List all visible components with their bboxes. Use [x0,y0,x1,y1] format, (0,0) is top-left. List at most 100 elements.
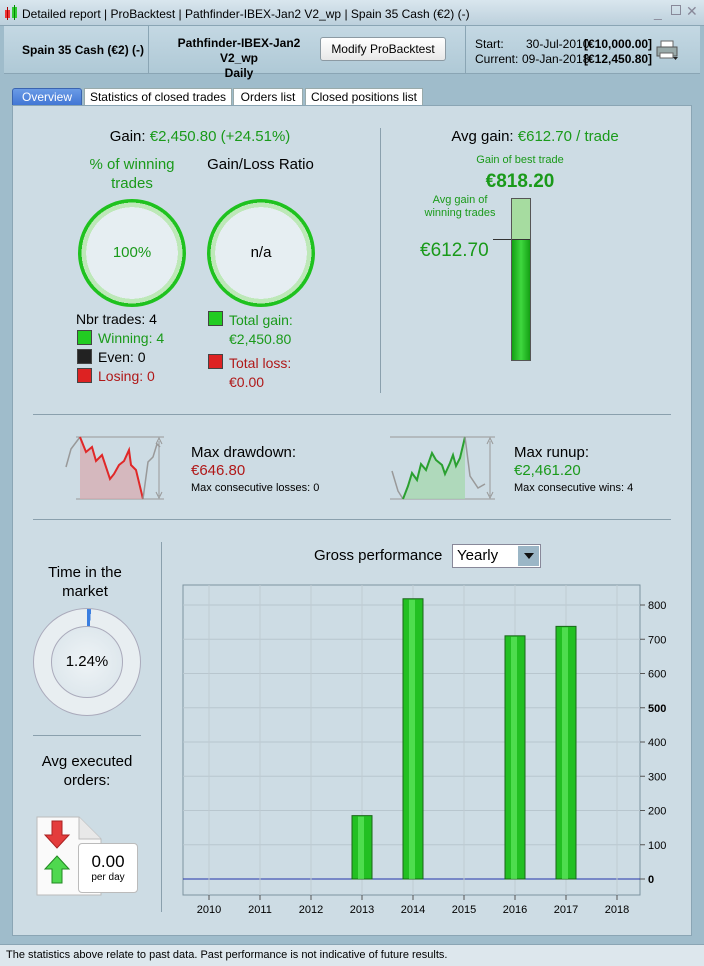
divider [465,26,466,74]
time-in-market-value: 1.24% [65,653,109,670]
tab-statistics-closed-trades[interactable]: Statistics of closed trades [84,88,232,106]
minimize-button[interactable]: _ [654,4,662,20]
tab-orders-list[interactable]: Orders list [233,88,303,106]
chevron-down-icon[interactable] [518,546,539,566]
app-logo-icon [5,5,17,20]
divider [148,26,149,74]
avg-winning-value: €612.70 [420,240,489,261]
divider [33,414,671,415]
even-swatch [77,349,92,364]
divider [33,519,671,520]
gain-value: €2,450.80 (+24.51%) [149,128,291,145]
tab-closed-positions-list[interactable]: Closed positions list [305,88,423,106]
title-part: Detailed report [22,7,101,21]
losing-count: Losing: 0 [98,368,155,384]
total-gain-label: Total gain: [229,312,293,328]
y-tick-label: 800 [648,600,666,612]
total-gain-value: €2,450.80 [229,331,292,347]
x-tick-label: 2010 [197,904,221,916]
max-drawdown-value: €646.80 [191,462,246,479]
strategy-info: Pathfinder-IBEX-Jan2 V2_wp Daily [160,36,318,81]
avg-gain-fill [512,239,530,360]
avg-gain-label: Avg gain: [451,128,514,145]
max-consecutive-wins: Max consecutive wins: 4 [514,482,634,494]
maximize-button[interactable] [671,5,681,15]
x-tick-label: 2014 [401,904,425,916]
winning-trades-title: % of winning trades [89,156,175,192]
tab-overview[interactable]: Overview [12,88,82,106]
avg-gain-value: €612.70 / trade [517,128,619,145]
y-tick-label: 700 [648,634,666,646]
x-tick-label: 2017 [554,904,578,916]
period-select[interactable]: Yearly [452,544,541,568]
pointer-arrow-icon [493,239,511,240]
orders-value: 0.00 [91,852,125,871]
window-title: Detailed report | ProBacktest | Pathfind… [22,7,470,21]
best-trade-value: €818.20 [485,171,555,192]
gain-label: Gain: [109,128,146,145]
gross-performance-chart: 0 100 200 300 400 500 600 700 800 2010 2011 2012 201… [182,584,666,916]
current-date: 09-Jan-2018 [522,52,590,66]
disclaimer-footer: The statistics above relate to past data… [0,944,704,966]
max-runup-label: Max runup: [514,444,590,461]
total-loss: Total loss: €0.00 [229,354,291,392]
runup-chart-icon [390,436,495,500]
orders-unit: per day [91,872,125,883]
y-tick-label: 300 [648,771,666,783]
x-tick-label: 2012 [299,904,323,916]
sell-arrow-icon [43,820,71,849]
total-loss-value: €0.00 [229,374,265,390]
gain-summary: Gain: €2,450.80 (+24.51%) [40,128,360,145]
x-tick-label: 2011 [248,904,272,916]
y-tick-label: 400 [648,737,666,749]
time-donut-center [51,626,123,698]
timeframe: Daily [224,66,254,80]
gain-loss-ratio-title: Gain/Loss Ratio [207,156,314,173]
gain-loss-ratio-donut [207,199,315,307]
start-value: [€10,000.00] [584,37,653,51]
title-part: ProBacktest [110,7,176,21]
ratio-value: n/a [250,244,272,261]
report-header: Spain 35 Cash (€2) (-) Pathfinder-IBEX-J… [4,26,700,80]
start-label: Start: [475,37,504,51]
title-part: Pathfinder-IBEX-Jan2 V2_wp [185,7,342,21]
modify-probacktest-button[interactable]: Modify ProBacktest [320,37,446,61]
current-label: Current: [475,52,519,66]
total-gain: Total gain: €2,450.80 [229,311,293,349]
total-gain-swatch [208,311,223,326]
divider [380,128,381,393]
best-trade-bar [511,198,531,361]
title-bar: Detailed report | ProBacktest | Pathfind… [0,0,704,26]
bar-highlight [358,816,364,879]
x-tick-label: 2016 [503,904,527,916]
best-trade-label: Gain of best trade [476,154,564,166]
instrument-label: Spain 35 Cash (€2) (-) [22,43,145,57]
y-tick-label: 500 [648,703,666,715]
avg-gain-summary: Avg gain: €612.70 / trade [400,128,670,145]
orders-per-day-box: 0.00 per day [78,843,138,893]
print-icon[interactable] [656,40,680,62]
x-tick-label: 2013 [350,904,374,916]
buy-arrow-icon [43,855,71,884]
current-value: [€12,450.80] [584,52,653,66]
winning-trades-donut [78,199,186,307]
title-part: Spain 35 Cash (€2) (-) [350,7,470,21]
close-button[interactable]: ✕ [686,3,698,19]
bar-highlight [562,627,568,879]
y-tick-label: 100 [648,840,666,852]
bar-highlight [511,636,517,879]
winning-count: Winning: 4 [98,330,165,346]
y-tick-label: 0 [648,874,654,886]
gross-performance-label: Gross performance [314,547,443,564]
y-tick-label: 600 [648,669,666,681]
divider [161,542,162,912]
divider [33,735,141,736]
max-runup-value: €2,461.20 [514,462,581,479]
nbr-trades: Nbr trades: 4 [76,311,157,327]
even-count: Even: 0 [98,349,146,365]
bar-highlight [409,599,415,879]
winning-pct: 100% [112,244,152,261]
y-tick-label: 200 [648,806,666,818]
start-row: Start: [475,37,504,52]
avg-winning-label: Avg gain of winning trades [424,194,496,219]
